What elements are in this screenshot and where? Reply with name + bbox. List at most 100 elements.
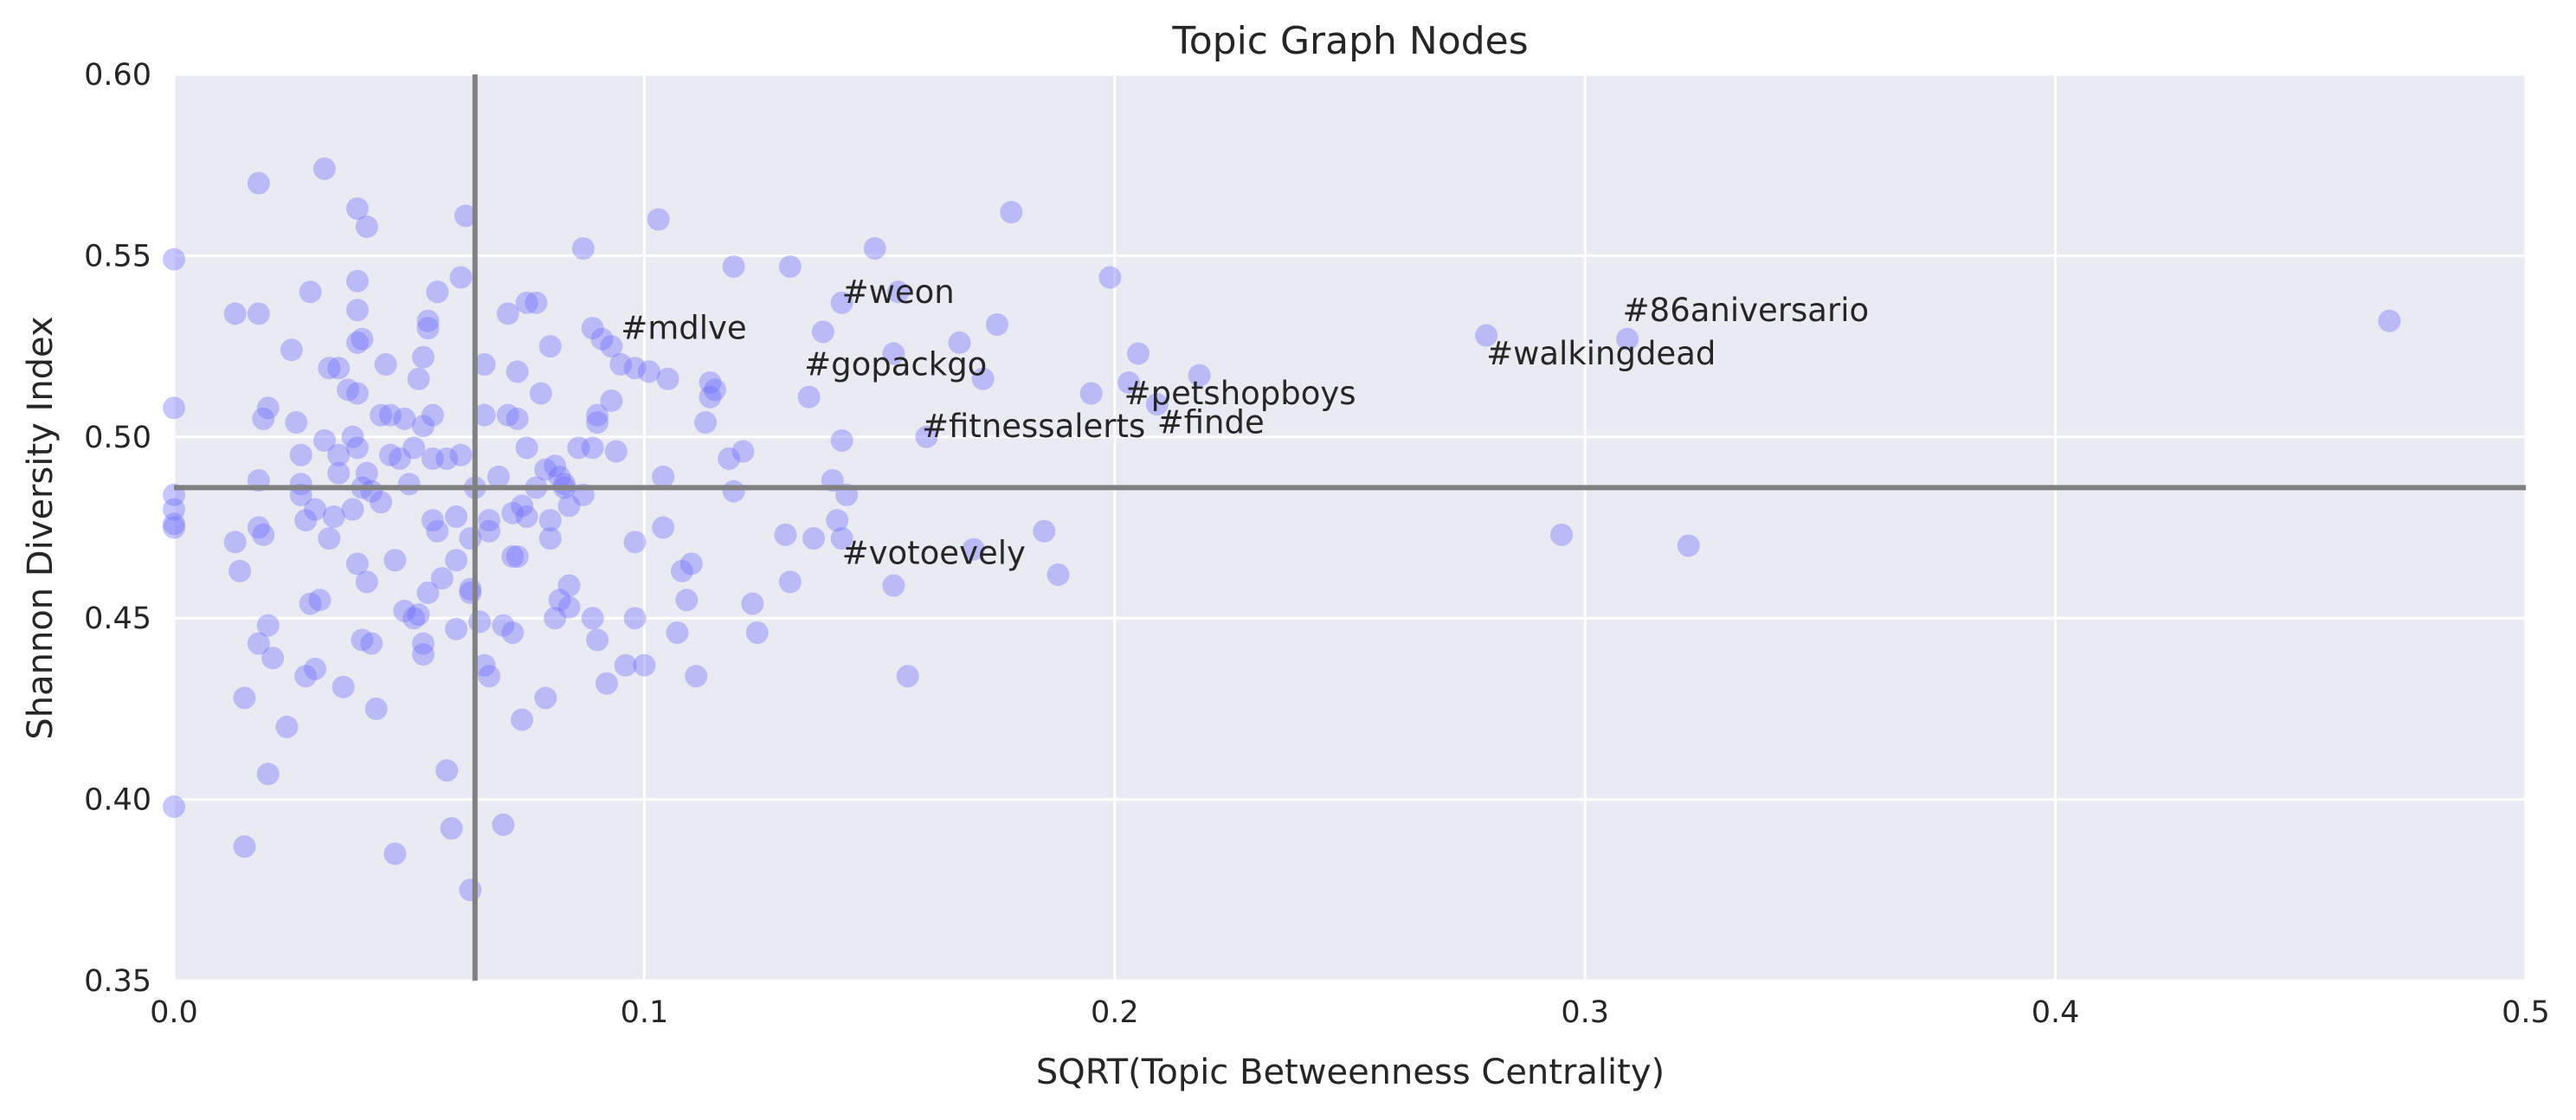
data-point [426, 519, 449, 543]
data-point [557, 574, 581, 597]
data-point [393, 599, 416, 622]
annotation-label: #petshopboys [1124, 375, 1356, 412]
data-point [478, 519, 501, 543]
data-point [802, 527, 826, 550]
data-point [515, 291, 538, 314]
data-point [614, 653, 637, 677]
data-point [247, 171, 270, 195]
data-point [882, 342, 905, 365]
data-point [364, 697, 388, 720]
data-point [440, 817, 463, 840]
data-point [722, 480, 745, 503]
plot-background [174, 74, 2526, 981]
data-point [327, 461, 351, 485]
data-point [355, 570, 378, 594]
data-point [412, 632, 435, 655]
data-point [256, 396, 280, 420]
data-point [312, 157, 336, 180]
data-point [581, 317, 604, 340]
data-point [473, 353, 496, 377]
data-point [294, 509, 318, 532]
data-point [1126, 342, 1150, 365]
data-point [525, 291, 548, 314]
data-point [275, 715, 299, 738]
data-point [600, 389, 623, 412]
data-point [345, 269, 369, 293]
data-point [351, 327, 374, 351]
data-point [515, 505, 538, 528]
data-point [529, 382, 552, 405]
x-tick-labels: 0.0 0.1 0.2 0.3 0.4 0.5 [150, 995, 2550, 1030]
data-point [412, 643, 435, 666]
data-point [252, 407, 275, 430]
data-point [830, 291, 853, 314]
data-point [496, 403, 519, 427]
data-point [557, 494, 581, 518]
x-tick-label: 0.1 [621, 995, 669, 1030]
data-point [430, 567, 454, 590]
data-point [318, 357, 341, 380]
data-point [416, 581, 440, 604]
data-point [830, 428, 853, 452]
data-point [383, 549, 407, 572]
data-point [341, 498, 364, 521]
data-point [322, 505, 345, 528]
data-point [435, 447, 459, 470]
data-point [623, 357, 647, 380]
data-point [534, 458, 557, 481]
data-point [421, 447, 444, 470]
data-point [694, 411, 718, 434]
data-point [345, 299, 369, 322]
data-point [637, 360, 660, 383]
data-point [345, 552, 369, 576]
data-point [666, 621, 689, 644]
data-point [670, 559, 693, 583]
data-point [826, 509, 849, 532]
data-point [445, 549, 468, 572]
data-point [718, 447, 741, 470]
data-point [1079, 382, 1103, 405]
data-point [548, 465, 571, 488]
data-point [830, 527, 853, 550]
data-point [501, 545, 525, 569]
data-point [223, 302, 247, 325]
data-point [416, 309, 440, 332]
data-point [304, 657, 327, 680]
data-point [675, 589, 699, 612]
data-point [548, 589, 571, 612]
data-point [604, 440, 628, 463]
data-point [256, 763, 280, 786]
data-point [247, 632, 270, 655]
data-point [797, 385, 821, 409]
data-point [402, 436, 426, 460]
data-point [289, 443, 312, 467]
data-point [971, 367, 995, 390]
data-point [496, 302, 519, 325]
data-point [586, 628, 609, 652]
data-point [492, 813, 515, 836]
data-point [304, 498, 327, 521]
data-point [370, 491, 393, 514]
data-point [538, 527, 562, 550]
data-point [421, 403, 444, 427]
data-point [345, 331, 369, 354]
data-point [595, 672, 618, 695]
data-point [652, 516, 675, 539]
data-point [223, 531, 247, 554]
x-tick-label: 0.5 [2502, 995, 2550, 1030]
data-point [341, 425, 364, 448]
data-point [699, 370, 722, 394]
data-point [544, 454, 567, 478]
data-point [1098, 266, 1122, 289]
data-point [378, 443, 402, 467]
data-point [571, 237, 595, 261]
data-point [722, 254, 745, 278]
data-point [351, 628, 374, 652]
data-point [345, 436, 369, 460]
y-tick-label: 0.55 [84, 239, 151, 274]
data-point [388, 447, 411, 470]
data-point [811, 320, 834, 344]
data-point [1046, 563, 1070, 586]
data-point [374, 353, 397, 377]
